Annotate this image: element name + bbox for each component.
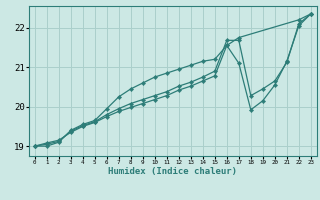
X-axis label: Humidex (Indice chaleur): Humidex (Indice chaleur) — [108, 167, 237, 176]
